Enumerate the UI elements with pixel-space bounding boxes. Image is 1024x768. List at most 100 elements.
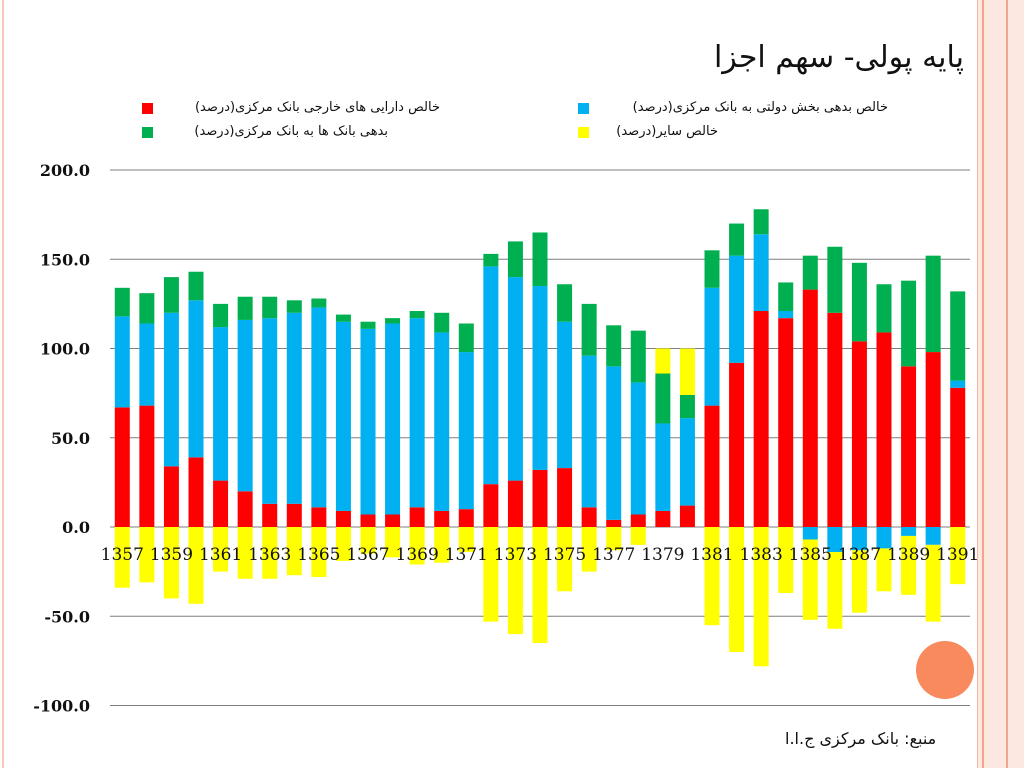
- frame-line: [982, 0, 984, 768]
- decorative-frame-right: [977, 0, 1024, 768]
- bar-segment: [679, 394, 695, 419]
- bar-segment: [901, 366, 917, 527]
- x-tick-label: 1359: [150, 545, 193, 565]
- bar-segment: [753, 527, 769, 667]
- bar-segment: [311, 307, 327, 508]
- source-note: منبع: بانک مرکزی ج.ا.ا: [785, 729, 937, 748]
- bar-segment: [729, 527, 745, 652]
- x-tick-label: 1387: [838, 545, 881, 565]
- bar-segment: [286, 312, 302, 504]
- bar-segment: [557, 527, 573, 592]
- y-tick-label: 150.0: [40, 250, 90, 269]
- bar-segment: [704, 250, 720, 288]
- bar-segment: [188, 527, 204, 604]
- bar-segment: [802, 527, 818, 540]
- bar-segment: [950, 387, 966, 527]
- bar-segment: [876, 527, 892, 549]
- x-tick-label: 1357: [101, 545, 144, 565]
- bar-segment: [630, 382, 646, 515]
- bar-segment: [729, 362, 745, 527]
- bar-segment: [704, 527, 720, 626]
- bar-segment: [114, 407, 130, 527]
- y-tick-label: -50.0: [44, 607, 90, 626]
- bar-segment: [311, 527, 327, 577]
- bar-segment: [827, 527, 843, 552]
- x-tick-label: 1361: [199, 545, 242, 565]
- bar-segment: [335, 527, 351, 561]
- bar-segment: [213, 480, 229, 527]
- bar-segment: [114, 287, 130, 317]
- bar-segment: [311, 298, 327, 308]
- legend-label-other-net: خالص سایر(درصد): [616, 124, 718, 139]
- x-tick-label: 1371: [445, 545, 488, 565]
- x-tick-label: 1385: [789, 545, 832, 565]
- bar-segment: [802, 539, 818, 620]
- bar-segment: [237, 319, 253, 492]
- bar-segment: [901, 280, 917, 367]
- bar-segment: [679, 505, 695, 527]
- bar-segment: [237, 296, 253, 320]
- x-tick-label: 1363: [248, 545, 291, 565]
- y-tick-label: 100.0: [40, 340, 90, 359]
- bar-segment: [950, 380, 966, 388]
- bar-segment: [434, 527, 450, 563]
- bar-segment: [458, 352, 474, 510]
- bar-segment: [778, 311, 794, 319]
- y-tick-label: 50.0: [51, 429, 90, 448]
- bar-segment: [335, 314, 351, 322]
- bar-segment: [532, 469, 548, 527]
- bar-segment: [704, 405, 720, 527]
- bar-segment: [606, 519, 622, 527]
- bar-segment: [851, 550, 867, 613]
- bar-segment: [163, 312, 179, 467]
- bar-segment: [458, 323, 474, 353]
- bar-segment: [483, 266, 499, 485]
- bar-segment: [262, 503, 278, 527]
- x-tick-label: 1379: [641, 545, 684, 565]
- bar-segment: [286, 503, 302, 527]
- bar-segment: [114, 316, 130, 408]
- bar-segment: [434, 510, 450, 527]
- frame-line: [1006, 0, 1008, 768]
- bar-segment: [630, 330, 646, 383]
- bar-segment: [679, 348, 695, 395]
- bar-segment: [606, 527, 622, 551]
- x-tick-label: 1375: [543, 545, 586, 565]
- bar-segment: [778, 527, 794, 594]
- bar-segment: [507, 241, 523, 278]
- bar-segment: [360, 514, 376, 527]
- x-tick-label: 1383: [740, 545, 783, 565]
- bar-segment: [213, 303, 229, 328]
- bar-segment: [532, 527, 548, 644]
- bar-segment: [778, 318, 794, 527]
- bar-segment: [139, 323, 155, 406]
- bar-segment: [114, 527, 130, 588]
- bar-segment: [385, 514, 401, 527]
- bar-segment: [286, 300, 302, 313]
- bar-segment: [925, 527, 941, 545]
- bar-segment: [901, 535, 917, 595]
- bar-segment: [434, 332, 450, 511]
- x-tick-label: 1369: [396, 545, 439, 565]
- y-tick-label: 200.0: [40, 161, 90, 180]
- decorative-orange-circle: [916, 641, 974, 699]
- bar-segment: [507, 480, 523, 527]
- page-title: پایه پولی- سهم اجزا: [713, 40, 964, 75]
- bar-segment: [385, 318, 401, 324]
- y-tick-label: -100.0: [33, 697, 90, 716]
- bar-segment: [262, 296, 278, 319]
- bar-segment: [483, 527, 499, 622]
- bar-segment: [729, 255, 745, 363]
- bar-segment: [729, 223, 745, 256]
- bar-segment: [827, 246, 843, 313]
- bar-segment: [188, 457, 204, 527]
- bar-segment: [851, 262, 867, 342]
- bar-segment: [851, 527, 867, 551]
- bar-segment: [237, 527, 253, 579]
- bar-segment: [163, 277, 179, 313]
- bar-segment: [385, 323, 401, 515]
- bar-segment: [827, 551, 843, 629]
- legend-swatch-foreign-assets: [142, 103, 153, 114]
- bar-segment: [409, 318, 425, 508]
